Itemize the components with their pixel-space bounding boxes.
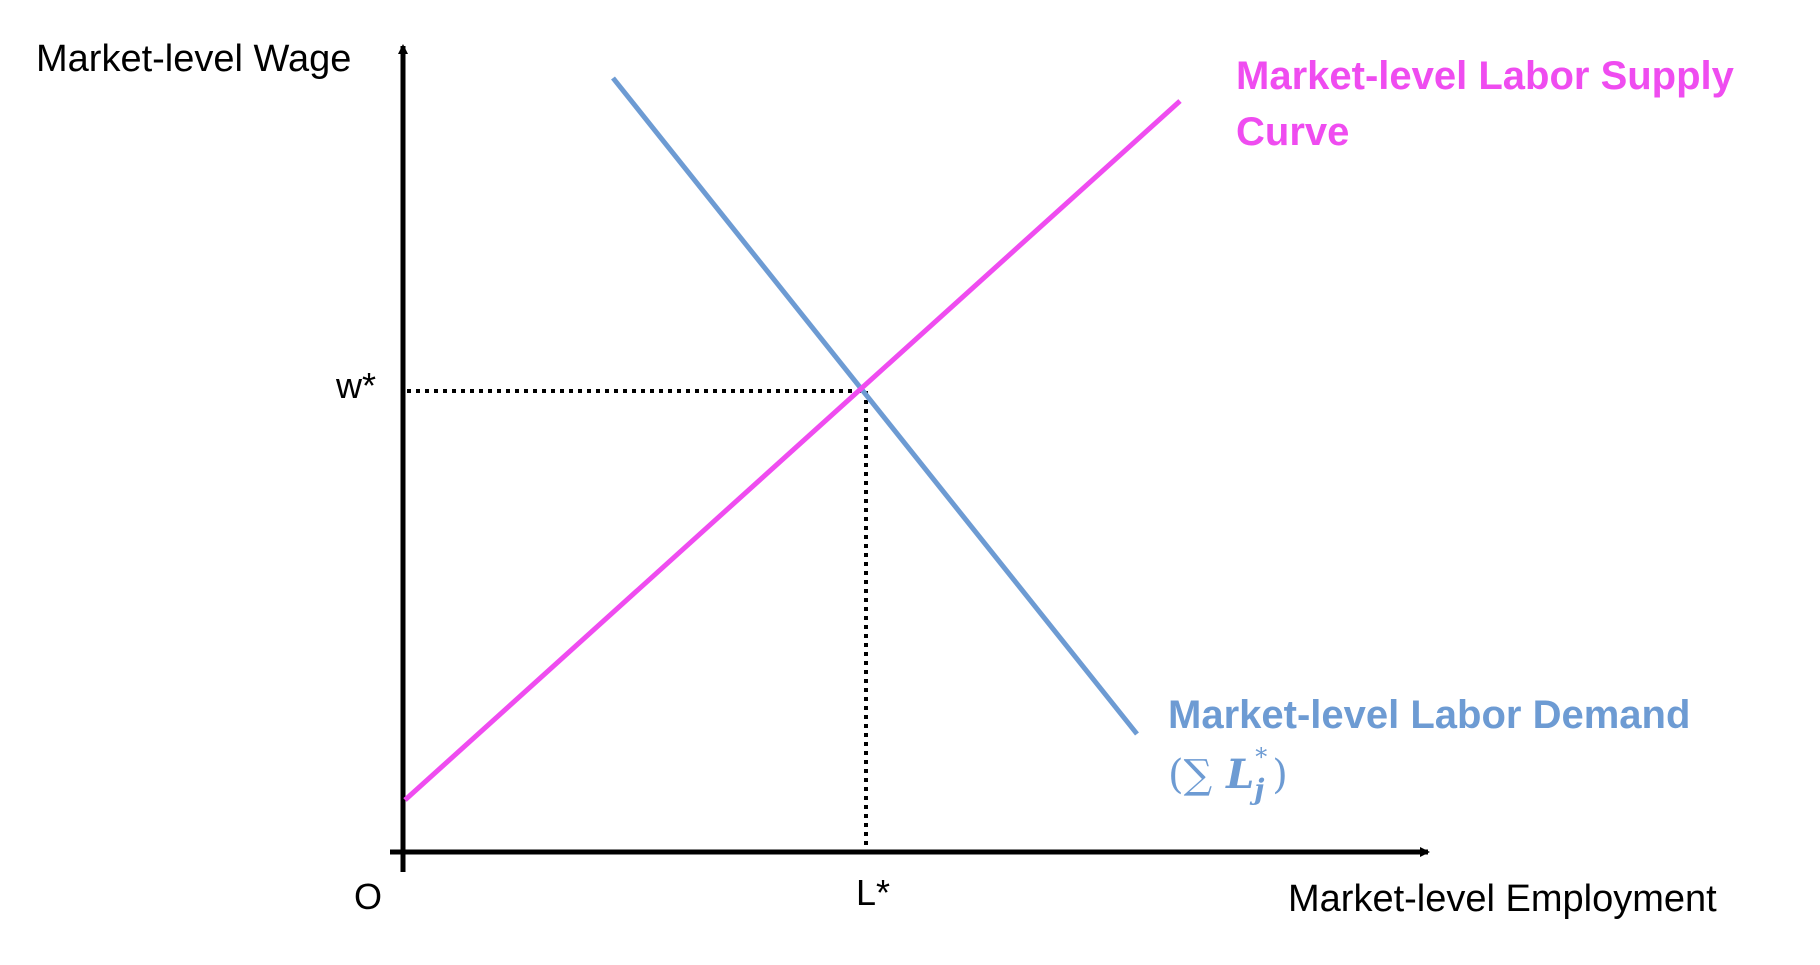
formula-variable: L xyxy=(1226,751,1255,798)
employment-star-label: L* xyxy=(856,872,891,913)
formula-open-paren: ( xyxy=(1168,752,1184,798)
wage-star-label: w* xyxy=(336,365,377,406)
y-axis-title: Market-level Wage xyxy=(36,38,352,80)
formula-indices: * j xyxy=(1254,743,1272,805)
supply-curve-label: Market-level Labor Supply Curve xyxy=(1236,54,1734,154)
demand-formula: (∑ L * j) xyxy=(1168,743,1288,805)
formula-superscript: * xyxy=(1255,743,1268,771)
origin-label: O xyxy=(354,876,383,917)
demand-curve xyxy=(611,76,1139,736)
formula-sum-symbol: ∑ xyxy=(1183,752,1213,798)
formula-subscript: j xyxy=(1254,773,1265,806)
formula-close-paren: ) xyxy=(1272,752,1288,798)
x-axis-title: Market-level Employment xyxy=(1288,878,1717,920)
supply-curve xyxy=(403,99,1182,802)
demand-curve-label: Market-level Labor Demand xyxy=(1168,693,1691,737)
